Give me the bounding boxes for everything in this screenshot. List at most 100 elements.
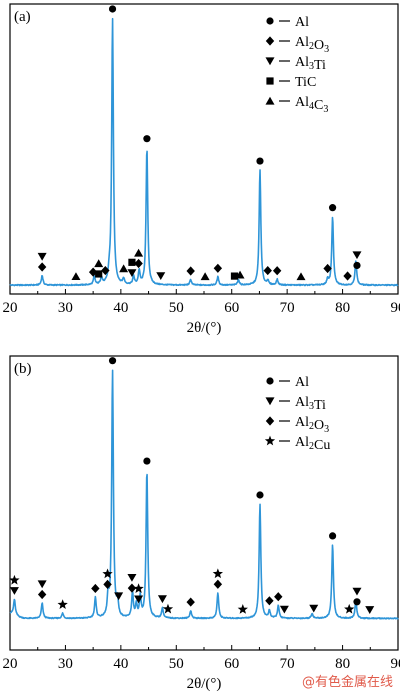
peak-marker-star — [212, 568, 223, 579]
x-tick-label: 80 — [335, 300, 350, 316]
peak-marker-triangle-up — [134, 248, 144, 257]
x-tick-label: 30 — [58, 656, 73, 672]
peak-marker-triangle-down — [127, 573, 137, 582]
peak-marker-triangle-down — [114, 592, 124, 601]
x-tick-label: 60 — [224, 656, 239, 672]
peak-marker-circle — [108, 357, 117, 365]
peak-marker-circle — [353, 261, 361, 270]
peak-marker-star — [102, 568, 113, 579]
x-tick-label: 70 — [280, 300, 295, 316]
panel-b: 20 30 40 50 60 70 80 90 2θ/(°) (b) Al Al3Ti Al2O3Al2… — [3, 355, 400, 692]
x-tick-label: 50 — [169, 300, 184, 316]
peak-marker-diamond — [323, 263, 332, 274]
legend-marker-triangle-down — [265, 57, 275, 66]
peak-marker-star — [344, 603, 355, 614]
x-tick-label: 80 — [335, 656, 350, 672]
peak-marker-circle — [353, 598, 361, 606]
peak-marker-diamond — [343, 271, 352, 281]
legend-label: TiC — [295, 75, 316, 90]
plot-frame — [9, 3, 399, 295]
peak-marker-diamond — [263, 265, 272, 276]
peak-marker-square — [128, 258, 136, 266]
peak-marker-diamond — [186, 597, 195, 607]
legend-label: Al2O3 — [295, 415, 329, 435]
plot-frame — [9, 355, 399, 651]
peak-marker-diamond — [265, 596, 274, 606]
x-tick-label: 30 — [58, 300, 73, 316]
peak-marker-diamond — [186, 266, 195, 276]
x-tick-label: 20 — [3, 300, 18, 316]
xrd-pattern-line — [9, 369, 399, 620]
peak-marker-triangle-up — [71, 272, 81, 281]
legend-label: Al — [295, 15, 309, 30]
peak-marker-diamond — [37, 589, 47, 600]
x-axis-title: 2θ/(°) — [187, 676, 222, 692]
panel-label: (b) — [14, 361, 32, 377]
peak-marker-triangle-down — [134, 595, 144, 604]
peak-marker-triangle-down — [352, 251, 362, 260]
legend-marker-square — [266, 77, 274, 85]
peak-marker-triangle-down — [157, 595, 167, 604]
peak-marker-star — [133, 583, 144, 594]
peak-marker-triangle-down — [37, 580, 47, 589]
legend-label: Al4C3 — [295, 95, 328, 115]
xrd-pattern-line — [9, 17, 399, 287]
peak-marker-triangle-up — [119, 264, 129, 273]
peak-marker-triangle-down — [309, 604, 319, 613]
x-tick-label: 90 — [391, 656, 400, 672]
peak-marker-diamond — [101, 265, 110, 276]
peak-marker-star — [9, 574, 20, 585]
panel-label: (a) — [14, 9, 31, 25]
peak-marker-circle — [256, 491, 264, 499]
legend-marker-diamond — [265, 416, 275, 426]
x-tick-label: 20 — [3, 656, 18, 672]
legend-label: Al2O3 — [295, 35, 329, 55]
peak-marker-diamond — [272, 266, 282, 276]
peak-marker-triangle-up — [200, 272, 210, 281]
legend-marker-star — [264, 435, 276, 446]
peak-marker-triangle-down — [279, 605, 289, 614]
peak-marker-circle — [328, 204, 337, 212]
peak-marker-diamond — [91, 583, 100, 594]
peak-marker-star — [162, 603, 174, 614]
legend-label: Al — [295, 375, 309, 390]
peak-marker-circle — [108, 5, 117, 13]
x-tick-label: 40 — [113, 656, 128, 672]
x-tick-label: 90 — [391, 300, 400, 316]
peak-marker-triangle-down — [9, 587, 19, 595]
peak-marker-square — [95, 270, 103, 278]
legend-marker-triangle-down — [265, 397, 275, 406]
legend-marker-triangle-up — [265, 96, 275, 105]
legend-marker-diamond — [265, 36, 275, 46]
x-tick-label: 40 — [113, 300, 128, 316]
peak-marker-diamond — [103, 579, 112, 589]
peak-marker-triangle-down — [127, 269, 137, 278]
peak-marker-circle — [256, 157, 264, 165]
peak-marker-triangle-down — [37, 252, 47, 261]
legend-label: Al3Ti — [295, 395, 326, 413]
peak-marker-triangle-down — [156, 272, 166, 280]
peak-marker-circle — [143, 135, 151, 143]
x-tick-label: 60 — [224, 300, 239, 316]
peak-marker-diamond — [274, 592, 283, 602]
peak-marker-triangle-down — [352, 587, 362, 596]
legend-marker-circle — [266, 17, 274, 25]
peak-marker-diamond — [88, 267, 98, 277]
peak-marker-star — [237, 604, 248, 614]
peak-marker-square — [230, 272, 239, 280]
peak-marker-triangle-up — [235, 270, 245, 279]
peak-marker-circle — [143, 457, 151, 465]
x-tick-label: 50 — [169, 656, 184, 672]
peak-marker-triangle-up — [94, 259, 104, 268]
watermark-text: @有色金属在线 — [302, 674, 393, 690]
x-axis-title: 2θ/(°) — [187, 320, 222, 336]
peak-marker-triangle-down — [365, 606, 375, 614]
peak-marker-circle — [328, 532, 337, 540]
peak-marker-diamond — [127, 583, 137, 593]
peak-marker-diamond — [134, 258, 143, 269]
legend-marker-circle — [266, 377, 274, 385]
peak-marker-diamond — [213, 579, 223, 589]
legend-label: Al3Ti — [295, 55, 326, 73]
x-tick-label: 70 — [280, 656, 295, 672]
